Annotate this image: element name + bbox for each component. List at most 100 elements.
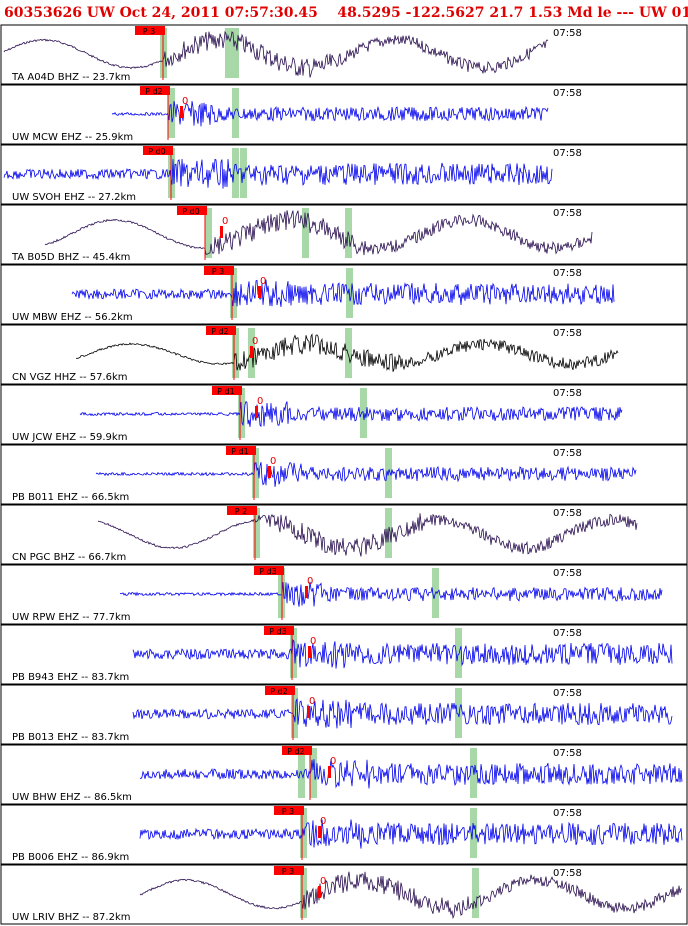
p-pick-box[interactable] xyxy=(226,446,256,455)
waveform xyxy=(44,210,593,256)
station-label: CN PGC BHZ -- 66.7km xyxy=(12,552,126,563)
p-pick-box[interactable] xyxy=(227,506,257,515)
amplitude-marker-label: 0 xyxy=(307,576,313,587)
trace-frame xyxy=(0,684,688,745)
trace-frame xyxy=(0,384,688,445)
trace-row: P 3 0 07:58 UW MBW EHZ -- 56.2km xyxy=(0,264,688,325)
trace-row: P d3 0 07:58 PB B943 EHZ -- 83.7km xyxy=(0,624,688,685)
trace-frame xyxy=(0,84,688,145)
trace-time: 07:58 xyxy=(553,388,582,399)
amplitude-marker-label: 0 xyxy=(310,636,316,647)
waveform xyxy=(95,461,637,487)
p-pick-box[interactable] xyxy=(264,626,294,635)
p-pick-box[interactable] xyxy=(204,266,234,275)
waveform xyxy=(132,639,673,669)
waveform xyxy=(3,30,549,78)
phase-band xyxy=(472,868,479,918)
station-label: CN VGZ HHZ -- 57.6km xyxy=(12,372,128,383)
amplitude-marker-label: 0 xyxy=(182,96,188,107)
p-pick-box[interactable] xyxy=(135,26,165,35)
station-label: PB B011 EHZ -- 66.5km xyxy=(12,492,129,503)
event-title: 60353626 UW Oct 24, 2011 07:57:30.45 48.… xyxy=(4,5,688,21)
station-label: UW MBW EHZ -- 56.2km xyxy=(12,312,133,323)
amplitude-marker-label: 0 xyxy=(309,696,315,707)
amplitude-marker xyxy=(220,226,223,238)
amplitude-marker-label: 0 xyxy=(320,876,326,887)
p-pick-label: P d3 xyxy=(269,627,287,636)
trace-time: 07:58 xyxy=(553,568,582,579)
trace-frame xyxy=(0,564,688,625)
p-pick-label: P 2 xyxy=(235,507,247,516)
p-pick-label: P d2 xyxy=(287,747,305,756)
trace-row: P d0 07:58 UW SVOH EHZ -- 27.2km xyxy=(0,144,688,205)
phase-band xyxy=(310,748,317,798)
p-pick-label: P d1 xyxy=(217,387,235,396)
trace-time: 07:58 xyxy=(553,208,582,219)
station-label: PB B006 EHZ -- 86.9km xyxy=(12,852,129,863)
waveform xyxy=(139,759,683,789)
station-label: UW SVOH EHZ -- 27.2km xyxy=(12,192,136,203)
phase-band xyxy=(470,808,477,858)
amplitude-marker-label: 0 xyxy=(330,756,336,767)
waveform xyxy=(97,513,638,557)
p-pick-label: P 3 xyxy=(143,27,155,36)
phase-band xyxy=(232,328,239,378)
trace-row: P d2 0 07:58 UW MCW EHZ -- 25.9km xyxy=(0,84,688,145)
station-label: UW JCW EHZ -- 59.9km xyxy=(12,432,127,443)
trace-time: 07:58 xyxy=(553,868,582,879)
trace-frame xyxy=(0,204,688,265)
trace-time: 07:58 xyxy=(553,448,582,459)
p-pick-label: P 3 xyxy=(282,807,294,816)
amplitude-marker xyxy=(305,586,308,598)
phase-band xyxy=(232,148,239,198)
phase-band xyxy=(291,688,298,738)
station-label: UW LRIV BHZ -- 87.2km xyxy=(12,912,130,923)
waveform xyxy=(111,101,549,127)
amplitude-marker xyxy=(250,346,253,358)
trace-time: 07:58 xyxy=(553,268,582,279)
phase-band xyxy=(253,508,260,558)
amplitude-marker-label: 0 xyxy=(270,456,276,467)
p-pick-box[interactable] xyxy=(274,806,304,815)
waveform xyxy=(119,581,663,607)
trace-frame xyxy=(0,504,688,565)
p-pick-box[interactable] xyxy=(143,146,173,155)
station-label: UW MCW EHZ -- 25.9km xyxy=(12,132,133,143)
phase-band xyxy=(225,28,232,78)
trace-time: 07:58 xyxy=(553,508,582,519)
trace-frame xyxy=(0,24,688,85)
trace-row: P 3 0 07:58 PB B006 EHZ -- 86.9km xyxy=(0,804,688,865)
amplitude-marker-label: 0 xyxy=(320,816,326,827)
trace-row: P d1 0 07:58 UW JCW EHZ -- 59.9km xyxy=(0,384,688,445)
amplitude-marker-label: 0 xyxy=(252,336,258,347)
waveform xyxy=(71,279,615,307)
phase-band xyxy=(252,448,259,498)
amplitude-marker xyxy=(318,886,321,898)
trace-frame xyxy=(0,624,688,685)
p-pick-box[interactable] xyxy=(177,206,207,215)
p-pick-box[interactable] xyxy=(140,86,170,95)
p-pick-box[interactable] xyxy=(212,386,242,395)
trace-time: 07:58 xyxy=(553,28,582,39)
amplitude-marker xyxy=(308,646,311,658)
p-pick-box[interactable] xyxy=(206,326,236,335)
p-pick-box[interactable] xyxy=(274,866,304,875)
station-label: UW RPW EHZ -- 77.7km xyxy=(12,612,131,623)
trace-row: P d2 0 07:58 CN VGZ HHZ -- 57.6km xyxy=(0,324,688,385)
phase-band xyxy=(455,688,462,738)
trace-row: P d2 0 07:58 UW BHW EHZ -- 86.5km xyxy=(0,744,688,805)
p-pick-box[interactable] xyxy=(265,686,295,695)
p-pick-box[interactable] xyxy=(254,566,284,575)
trace-row: P d1 0 07:58 PB B011 EHZ -- 66.5km xyxy=(0,444,688,505)
trace-time: 07:58 xyxy=(553,748,582,759)
amplitude-marker-label: 0 xyxy=(222,216,228,227)
p-pick-box[interactable] xyxy=(282,746,312,755)
waveform xyxy=(3,158,553,189)
p-pick-label: P 3 xyxy=(282,867,294,876)
amplitude-marker-label: 0 xyxy=(260,276,266,287)
p-pick-label: P d1 xyxy=(231,447,249,456)
phase-band xyxy=(300,868,307,918)
trace-frame xyxy=(0,804,688,865)
amplitude-marker xyxy=(318,826,321,838)
waveform xyxy=(139,819,683,849)
